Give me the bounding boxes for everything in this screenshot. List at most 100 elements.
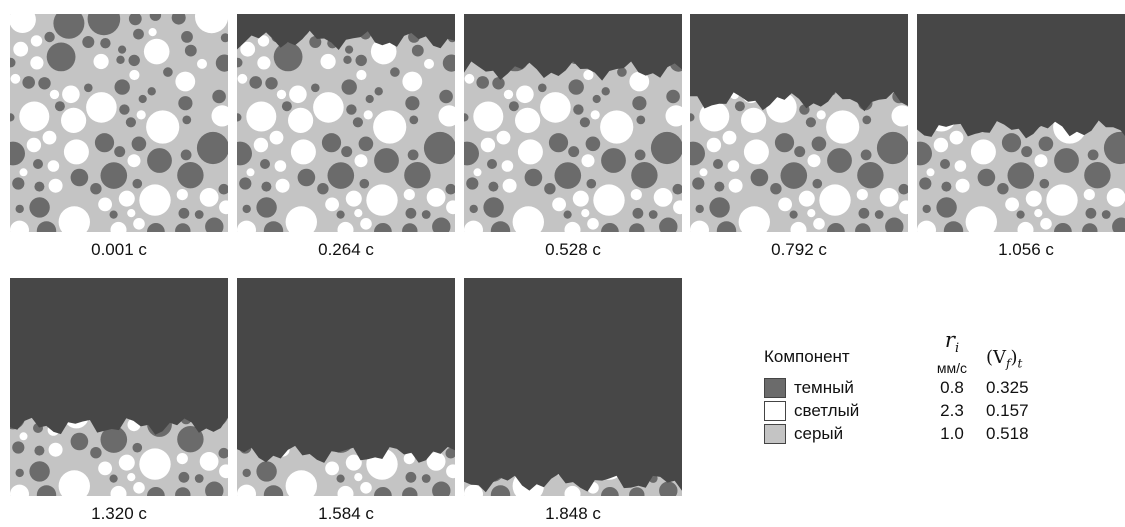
light-particle [1046,184,1078,216]
dark-particle [601,87,610,96]
panel-1-image [10,14,228,232]
simulation-panel-3 [464,14,682,232]
light-particle [13,41,29,57]
legend: Компонент ri мм/с (Vf)t темный 0.8 0.325… [764,329,1094,459]
dark-particle [650,131,682,165]
light-particle [175,71,196,92]
dark-particle [215,54,228,72]
dark-particle [249,76,262,89]
dark-particle [178,207,190,219]
dark-particle [1112,217,1125,232]
light-particle [446,464,455,479]
dark-particle [634,149,646,161]
panel-4-image [690,14,908,232]
dark-particle [194,210,204,219]
dark-particle [568,146,580,158]
dark-particle [218,447,228,459]
dark-particle [1082,223,1098,232]
dark-particle [432,481,451,496]
dark-particle [175,223,191,232]
dark-particle [374,148,399,173]
dark-particle [508,101,519,112]
dark-particle [147,148,172,173]
dark-particle [862,115,872,125]
dark-particle [239,177,252,190]
dark-particle [182,115,192,125]
light-particle [727,160,740,172]
legend-rate: 2.3 [940,401,964,420]
dark-particle [29,197,50,218]
dark-particle [601,148,626,173]
light-particle [653,188,673,207]
dark-particle [794,146,806,158]
simulation-panel-2 [237,14,455,232]
light-particle [722,130,737,145]
light-particle [778,197,792,212]
light-particle [917,220,936,232]
dark-particle [977,168,996,187]
dark-particle [432,217,451,232]
dark-particle [404,162,431,189]
light-particle [480,137,496,153]
light-particle [337,485,354,496]
dark-particle [524,168,543,187]
legend-header-volume-fraction: (Vf)t [986,347,1022,371]
dark-particle [672,183,682,195]
dark-particle [100,426,128,453]
burned-region [237,14,455,50]
vf-base: (V [986,347,1007,368]
dark-particle [405,96,420,111]
light-particle [127,473,136,482]
light-particle [503,89,514,100]
light-particle [257,35,270,47]
light-particle [110,485,127,496]
dark-particle [585,136,601,152]
light-particle [139,184,171,216]
dark-particle [327,162,355,189]
dark-particle [464,113,469,122]
dark-particle [355,54,367,67]
dark-particle [774,133,795,153]
light-particle [276,89,287,100]
light-particle [581,209,590,218]
light-particle [269,130,284,145]
light-particle [581,154,595,168]
dark-particle [648,210,658,219]
time-caption-8: 1.848 с [545,504,601,523]
dark-particle [617,67,627,77]
dark-particle [586,178,597,189]
light-particle [690,220,709,232]
light-particle [354,154,368,168]
light-particle [237,220,256,232]
legend-row-light: светлый 2.3 0.157 [764,400,1094,422]
dark-particle [563,210,572,219]
light-particle [816,110,826,120]
dark-particle [632,207,644,219]
dark-particle [205,217,224,232]
dark-particle [374,87,383,96]
light-particle [370,38,397,65]
dark-particle [133,28,144,40]
simulation-panel-6 [10,278,228,496]
dark-particle [119,104,130,115]
dark-particle [237,141,252,166]
light-particle [219,464,228,479]
dark-particle [876,131,908,165]
panel-2-image [237,14,455,232]
dark-particle [256,461,277,482]
light-particle [86,92,117,123]
light-particle [354,473,363,482]
legend-rate: 0.8 [940,378,964,397]
time-caption-5: 1.056 с [998,240,1054,259]
light-particle [1040,218,1052,230]
dark-particle [601,487,619,496]
light-particle [118,454,135,471]
legend-vf: 0.518 [986,424,1029,443]
dark-particle [476,76,489,89]
light-particle [98,197,112,212]
dark-particle [592,94,601,104]
dark-particle [1103,131,1125,165]
light-particle [360,482,372,494]
light-particle [699,168,708,177]
light-particle [403,189,415,201]
